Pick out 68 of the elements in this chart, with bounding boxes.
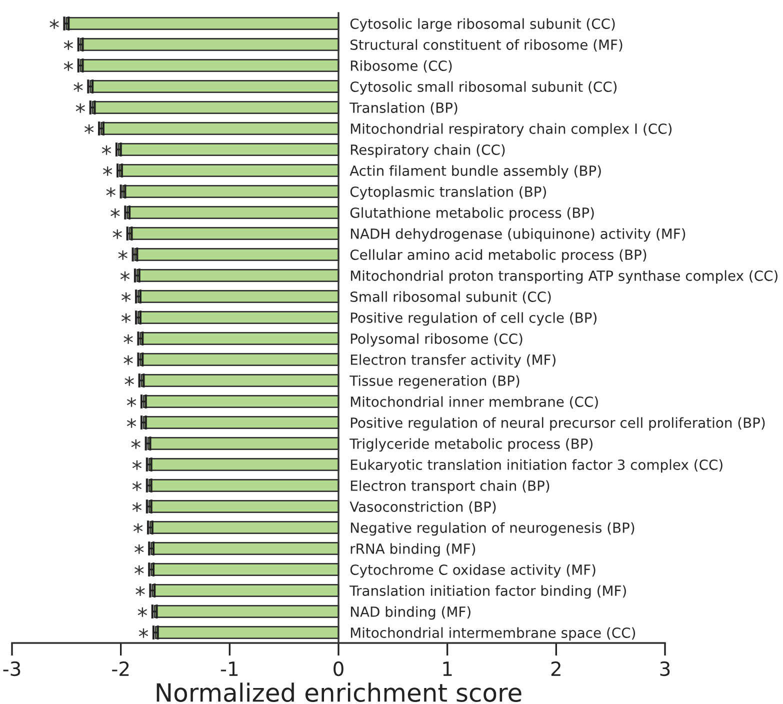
y-tick-label: Negative regulation of neurogenesis (BP)	[350, 522, 634, 536]
annotation: *	[126, 397, 136, 407]
y-tick-label: Actin filament bundle assembly (BP)	[350, 165, 601, 179]
annotation: *	[122, 313, 131, 323]
y-tick-label: Positive regulation of cell cycle (BP)	[350, 312, 596, 326]
y-tick-label: Eukaryotic translation initiation factor 3 complex (CC)	[350, 459, 722, 473]
y-tick-label: Ribosome (CC)	[350, 60, 452, 73]
annotation: *	[138, 628, 148, 638]
y-tick-label: Mitochondrial proton transporting ATP synthase complex (CC)	[350, 270, 778, 284]
y-tick-label: Cellular amino acid metabolic process (BP)	[350, 249, 646, 263]
y-tick-label: Cytosolic small ribosomal subunit (CC)	[350, 81, 617, 95]
annotation: *	[132, 460, 142, 470]
y-tick-label: Mitochondrial respiratory chain complex I (CC)	[350, 123, 672, 137]
annotation: *	[124, 376, 134, 386]
y-tick-label: NADH dehydrogenase (ubiquinone) activity (MF)	[350, 228, 686, 242]
y-tick-label: Structural constituent of ribosome (MF)	[350, 39, 622, 52]
annotation: *	[136, 586, 145, 596]
x-tick-label: 0	[334, 661, 344, 676]
annotation: *	[64, 40, 73, 50]
y-tick-label: Respiratory chain (CC)	[350, 144, 505, 158]
annotation: *	[64, 61, 73, 71]
y-tick-label: Small ribosomal subunit (CC)	[350, 291, 551, 304]
y-tick-label: Translation (BP)	[350, 102, 458, 115]
y-tick-label: Electron transport chain (BP)	[350, 480, 550, 494]
annotation: *	[134, 565, 144, 575]
y-tick-label: Mitochondrial inner membrane (CC)	[350, 396, 598, 409]
y-tick-label: Cytoplasmic translation (BP)	[350, 186, 546, 200]
y-tick-label: Positive regulation of neural precursor cell proliferation (BP)	[350, 417, 765, 431]
annotation: *	[124, 355, 133, 365]
annotation: *	[102, 145, 112, 155]
annotation: *	[132, 502, 142, 512]
y-tick-label: Mitochondrial intermembrane space (CC)	[350, 627, 636, 641]
x-tick-label: 1	[443, 662, 452, 676]
y-tick-label: Electron transfer activity (MF)	[350, 354, 556, 368]
annotation: *	[120, 271, 130, 281]
annotation: *	[50, 19, 59, 29]
x-tick-label: -1	[220, 662, 238, 676]
annotation: *	[112, 229, 122, 239]
annotation: *	[126, 418, 136, 428]
annotation: *	[84, 124, 94, 134]
annotation: *	[132, 481, 142, 491]
y-tick-label: Glutathione metabolic process (BP)	[350, 207, 594, 221]
y-tick-label: Triglyceride metabolic process (BP)	[350, 438, 592, 452]
y-tick-label: Vasoconstriction (BP)	[350, 501, 496, 514]
y-tick-label: Tissue regeneration (BP)	[350, 375, 520, 389]
annotation: *	[103, 166, 112, 176]
annotation: *	[138, 607, 148, 617]
x-tick-label: 2	[551, 661, 560, 676]
annotation: *	[110, 208, 120, 218]
annotation: *	[122, 292, 131, 302]
annotation: *	[134, 544, 144, 554]
annotation: *	[118, 250, 128, 260]
y-tick-label: Translation initiation factor binding (MF)	[350, 585, 626, 599]
x-tick-label: -2	[112, 661, 129, 676]
x-tick-label: -3	[3, 661, 20, 676]
y-tick-label: NAD binding (MF)	[350, 606, 470, 620]
annotation: *	[76, 103, 85, 113]
annotation: *	[74, 82, 83, 92]
annotation: *	[133, 523, 143, 533]
y-tick-label: rRNA binding (MF)	[350, 543, 476, 557]
y-tick-label: Polysomal ribosome (CC)	[350, 333, 522, 347]
x-tick-label: 3	[660, 661, 670, 676]
annotation: *	[106, 187, 116, 197]
y-tick-label: Cytochrome C oxidase activity (MF)	[350, 564, 596, 578]
annotation: *	[124, 334, 133, 344]
x-axis-title: Normalized enrichment score	[156, 682, 522, 702]
y-tick-label: Cytosolic large ribosomal subunit (CC)	[350, 18, 615, 32]
annotation: *	[131, 439, 140, 449]
